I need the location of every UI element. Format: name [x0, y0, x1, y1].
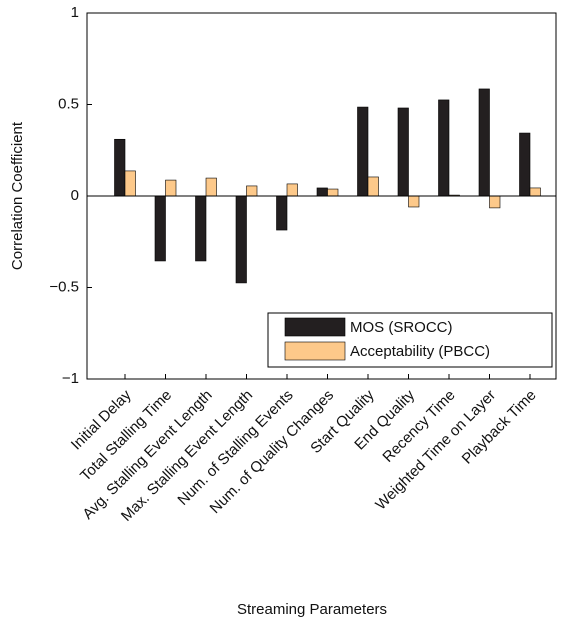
bar [316, 187, 328, 197]
bar [165, 179, 177, 197]
bar [478, 88, 490, 197]
y-tick-label: −0.5 [49, 278, 79, 295]
bar [397, 107, 409, 197]
y-axis-label: Correlation Coefficient [9, 121, 26, 270]
x-axis-label: Streaming Parameters [237, 601, 387, 618]
legend-label: MOS (SROCC) [350, 319, 453, 336]
bar [114, 138, 126, 197]
y-tick-label: 1 [71, 4, 79, 21]
bar [438, 99, 450, 197]
plot-frame [86, 12, 557, 380]
legend-swatch [284, 341, 346, 361]
bar [286, 183, 298, 197]
bar [519, 132, 531, 197]
y-tick-label: 0 [71, 187, 79, 204]
bar [205, 177, 217, 197]
legend-swatch [284, 317, 346, 337]
legend-label: Acceptability (PBCC) [350, 343, 490, 360]
bar [408, 195, 420, 208]
bar [367, 176, 379, 197]
y-tick-label: −1 [62, 370, 79, 387]
x-tick-label: Playback Time [459, 387, 540, 468]
bar [327, 188, 339, 197]
bar [235, 195, 247, 284]
y-tick-label: 0.5 [58, 95, 79, 112]
bar [357, 106, 369, 197]
bar [124, 170, 136, 197]
bar [276, 195, 288, 231]
bar [489, 195, 501, 209]
bar [195, 195, 207, 262]
legend: MOS (SROCC) Acceptability (PBCC) [267, 312, 553, 368]
bar [529, 187, 541, 197]
bar [154, 195, 166, 262]
bar [246, 185, 258, 197]
